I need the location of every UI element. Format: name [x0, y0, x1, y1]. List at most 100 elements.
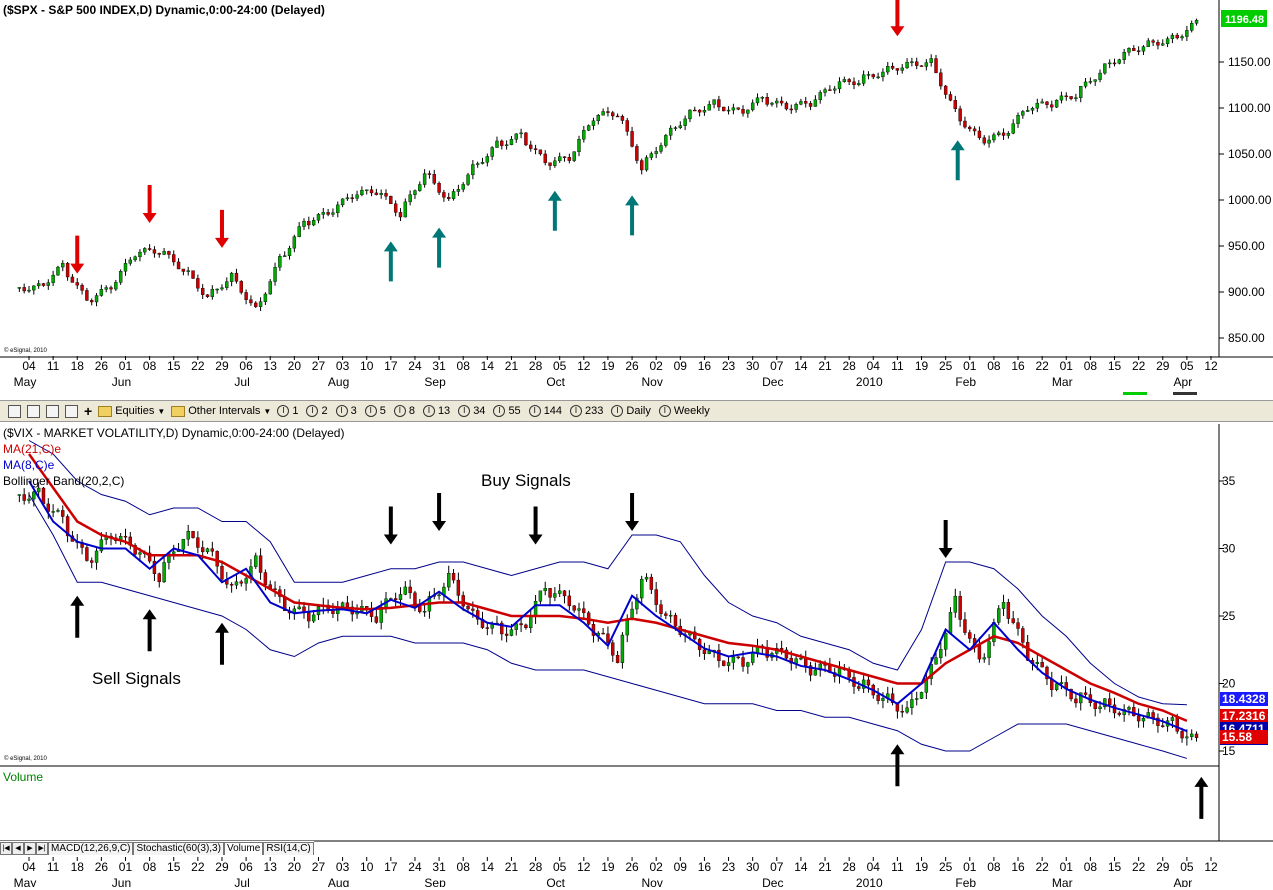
- chart-icon[interactable]: [8, 404, 21, 418]
- interval-button-55[interactable]: I 55: [493, 405, 521, 417]
- vix-candle: [866, 679, 871, 686]
- vix-chart[interactable]: ($VIX - MARKET VOLATILITY,D) Dynamic,0:0…: [0, 424, 1273, 890]
- spx-candle: [80, 284, 84, 291]
- new-window-icon[interactable]: [27, 404, 40, 418]
- vix-candle: [948, 612, 953, 634]
- tab-next-icon[interactable]: ▶: [24, 842, 36, 855]
- vix-candle: [934, 657, 938, 665]
- spx-chart[interactable]: ($SPX - S&P 500 INDEX,D) Dynamic,0:00-24…: [0, 0, 1273, 395]
- spx-candle: [611, 112, 615, 117]
- properties-icon[interactable]: [65, 404, 78, 418]
- spx-candle: [538, 149, 543, 155]
- vix-candle: [1006, 602, 1011, 619]
- vix-candle: [968, 632, 972, 639]
- vix-candle: [799, 657, 803, 660]
- spx-candle: [176, 261, 181, 270]
- spx-candle: [437, 183, 441, 193]
- spx-chart-pane[interactable]: ($SPX - S&P 500 INDEX,D) Dynamic,0:00-24…: [0, 0, 1273, 395]
- spx-candle: [369, 189, 374, 194]
- date-tick-label: 11: [891, 359, 904, 373]
- date-tick-label: 16: [1011, 359, 1025, 373]
- spx-candle: [90, 300, 94, 303]
- spx-candle: [1098, 72, 1102, 80]
- date-tick-label: 06: [239, 860, 253, 874]
- spx-candle: [1045, 101, 1049, 105]
- month-label: Aug: [328, 876, 349, 887]
- date-tick-label: 09: [674, 359, 688, 373]
- interval-button-144[interactable]: I 144: [528, 405, 562, 417]
- spx-candle: [316, 214, 321, 221]
- vix-candle: [659, 604, 663, 614]
- spx-candle: [157, 253, 161, 255]
- vix-candle: [379, 606, 383, 623]
- vix-date-axis: 04 11 18 26 01 08 15 22 29 06 13 20 27 03 10 17 24 31 08 14…: [14, 857, 1218, 890]
- vix-candle: [668, 614, 673, 617]
- spx-candle: [929, 58, 933, 63]
- vix-chart-pane[interactable]: ($VIX - MARKET VOLATILITY,D) Dynamic,0:0…: [0, 424, 1273, 890]
- vix-candle: [1194, 733, 1199, 738]
- date-tick-label: 14: [794, 359, 808, 373]
- spx-candle: [664, 135, 668, 146]
- spx-candle: [635, 146, 639, 161]
- vix-candle: [881, 698, 885, 701]
- vix-candle: [813, 669, 818, 676]
- date-tick-label: 19: [915, 359, 929, 373]
- other-intervals-button[interactable]: Other Intervals ▼: [171, 405, 271, 417]
- tab-rsi[interactable]: RSI(14,C): [263, 842, 314, 855]
- spx-candle: [147, 248, 152, 250]
- spx-candle: [321, 212, 325, 215]
- interval-button-233[interactable]: I 233: [570, 405, 603, 417]
- spx-candle: [104, 287, 108, 290]
- equities-button[interactable]: Equities ▼: [98, 405, 165, 417]
- tab-stochastic[interactable]: Stochastic(60(3),3): [133, 842, 224, 855]
- vix-candle: [403, 586, 408, 595]
- date-tick-label: 03: [336, 860, 350, 874]
- vix-candle: [1122, 709, 1126, 715]
- tab-macd[interactable]: MACD(12,26,9,C): [48, 842, 134, 855]
- plus-icon[interactable]: +: [84, 403, 93, 419]
- date-tick-label: 16: [698, 359, 712, 373]
- spx-candle: [167, 251, 171, 255]
- spx-candle: [678, 125, 683, 128]
- spx-candle: [181, 268, 186, 272]
- spx-candle: [601, 111, 605, 116]
- vix-candle: [1093, 702, 1097, 710]
- date-tick-label: 26: [95, 359, 109, 373]
- interval-button-34[interactable]: I 34: [458, 405, 485, 417]
- vix-candle: [1040, 662, 1044, 668]
- interval-button-daily[interactable]: I Daily: [611, 405, 651, 417]
- spx-candle: [972, 128, 977, 132]
- vix-candle: [500, 622, 504, 635]
- tab-prev-icon[interactable]: ◀: [12, 842, 24, 855]
- spx-candle: [225, 281, 229, 288]
- spx-candle: [775, 100, 779, 104]
- tab-volume[interactable]: Volume: [223, 842, 264, 855]
- vix-candle: [191, 531, 195, 538]
- date-tick-label: 22: [1132, 860, 1146, 874]
- date-tick-label: 11: [47, 359, 60, 373]
- date-tick-label: 10: [360, 359, 374, 373]
- spx-candle: [644, 157, 649, 171]
- spx-candle: [577, 139, 581, 152]
- spx-candle: [374, 192, 379, 195]
- date-tick-label: 03: [336, 359, 350, 373]
- copy-icon[interactable]: [46, 404, 59, 418]
- date-tick-label: 31: [432, 860, 446, 874]
- date-tick-label: 12: [577, 860, 591, 874]
- ma8-line: [28, 480, 1188, 733]
- spx-candle: [442, 192, 446, 198]
- tab-first-icon[interactable]: |◀: [0, 842, 12, 855]
- date-tick-label: 20: [288, 359, 302, 373]
- date-tick-label: 21: [505, 359, 519, 373]
- date-tick-label: 29: [1156, 359, 1170, 373]
- interval-button-13[interactable]: I 13: [422, 405, 450, 417]
- interval-button-weekly[interactable]: I Weekly: [658, 405, 710, 417]
- date-tick-label: 11: [47, 860, 60, 874]
- tab-last-icon[interactable]: ▶|: [36, 842, 48, 855]
- spx-candle: [273, 266, 277, 282]
